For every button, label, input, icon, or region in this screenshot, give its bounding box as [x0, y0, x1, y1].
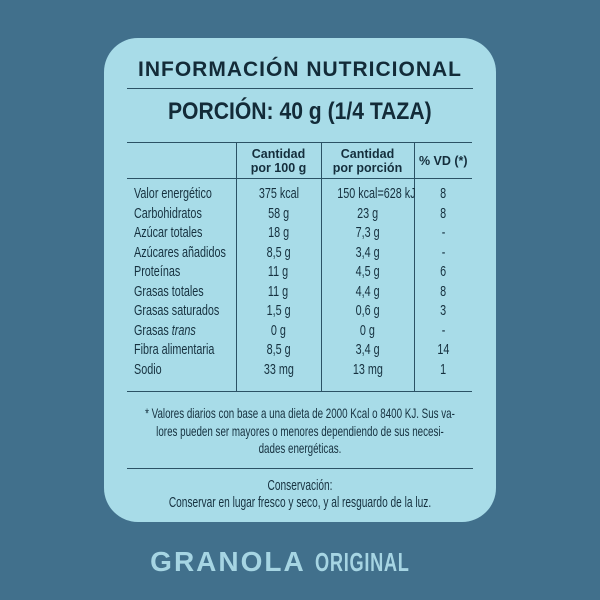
- nutrient-label: Grasas saturados: [134, 302, 220, 319]
- column-header-empty: [127, 142, 236, 179]
- nutrient-label: Valor energético: [134, 185, 212, 202]
- nutrient-label: Grasas trans: [134, 321, 196, 339]
- value-per-100g: 18 g: [267, 224, 290, 241]
- vd-value: 1: [440, 360, 447, 378]
- nutrition-table-body: Valor energético 375 kcal 150 kcal=628 kJ 8…: [127, 178, 472, 392]
- value-per-100g: 58 g: [267, 204, 290, 222]
- nutrition-title: INFORMACIÓN NUTRICIONAL: [138, 58, 462, 81]
- vd-value: -: [441, 224, 446, 241]
- vd-value: 8: [440, 204, 447, 222]
- value-per-100g: 0 g: [270, 321, 287, 339]
- conservation-block: Conservación: Conservar en lugar fresco …: [118, 478, 482, 513]
- nutrition-table: Cantidad por 100 g Cantidad por porción …: [127, 142, 472, 392]
- brand-variant: ORIGINAL: [314, 547, 410, 577]
- conservation-title: Conservación:: [267, 477, 333, 494]
- table-row: Grasas saturados 1,5 g 0,6 g 3: [127, 301, 472, 321]
- vd-value: -: [441, 243, 446, 261]
- nutrient-label: Carbohidratos: [134, 204, 202, 222]
- value-per-100g: 1,5 g: [266, 302, 291, 319]
- vd-value: 14: [437, 341, 450, 358]
- nutrient-label: Sodio: [134, 360, 162, 378]
- value-per-portion: 3,4 g: [355, 243, 380, 261]
- nutrient-label: Fibra alimentaria: [134, 341, 215, 358]
- vd-value: 8: [440, 282, 447, 300]
- nutrient-label: Grasas totales: [134, 282, 204, 300]
- value-per-portion: 23 g: [356, 204, 379, 222]
- table-row: Proteínas 11 g 4,5 g 6: [127, 262, 472, 282]
- value-per-portion: 0 g: [359, 321, 376, 339]
- value-per-portion: 4,4 g: [355, 282, 380, 300]
- value-per-100g: 11 g: [268, 282, 289, 300]
- table-row: Azúcar totales 18 g 7,3 g -: [127, 223, 472, 243]
- value-per-100g: 375 kcal: [258, 185, 299, 202]
- column-header-per-portion: Cantidad por porción: [320, 142, 414, 179]
- daily-values-footnote: * Valores diarios con base a una dieta d…: [145, 405, 455, 456]
- vd-value: 6: [440, 263, 447, 280]
- value-per-portion: 13 mg: [352, 360, 383, 378]
- conservation-text: Conservar en lugar fresco y seco, y al r…: [168, 495, 432, 511]
- vd-value: 8: [440, 185, 447, 202]
- nutrition-label-card: INFORMACIÓN NUTRICIONAL PORCIÓN: 40 g (1…: [104, 38, 496, 522]
- divider-under-title: [127, 88, 473, 89]
- value-per-100g: 11 g: [268, 263, 289, 280]
- nutrient-label: Azúcar totales: [134, 224, 203, 241]
- portion-text: PORCIÓN: 40 g (1/4 TAZA): [168, 98, 432, 125]
- brand-line: GRANOLA ORIGINAL: [0, 546, 600, 578]
- value-per-portion: 4,5 g: [355, 263, 380, 280]
- column-header-per-100g: Cantidad por 100 g: [235, 142, 321, 179]
- column-header-vd: % VD (*): [413, 142, 472, 179]
- table-header-row: Cantidad por 100 g Cantidad por porción …: [127, 142, 472, 179]
- value-per-portion: 150 kcal=628 kJ: [336, 185, 416, 202]
- vd-value: -: [441, 321, 446, 339]
- value-per-100g: 8,5 g: [266, 243, 291, 261]
- vd-value: 3: [440, 302, 447, 319]
- nutrient-label: Proteínas: [134, 263, 181, 280]
- value-per-portion: 3,4 g: [355, 341, 380, 358]
- table-row: Fibra alimentaria 8,5 g 3,4 g 14: [127, 340, 472, 360]
- table-row: Azúcares añadidos 8,5 g 3,4 g -: [127, 242, 472, 262]
- table-row: Sodio 33 mg 13 mg 1: [127, 359, 472, 392]
- divider-above-conservation: [127, 467, 473, 469]
- brand-name: GRANOLA: [150, 546, 306, 577]
- table-row: Carbohidratos 58 g 23 g 8: [127, 203, 472, 223]
- nutrient-label: Azúcares añadidos: [134, 243, 226, 261]
- value-per-100g: 33 mg: [263, 360, 294, 378]
- portion-row: PORCIÓN: 40 g (1/4 TAZA): [104, 98, 496, 126]
- value-per-100g: 8,5 g: [266, 341, 291, 358]
- table-row: Grasas trans 0 g 0 g -: [127, 320, 472, 340]
- table-row: Valor energético 375 kcal 150 kcal=628 kJ 8: [127, 178, 472, 204]
- value-per-portion: 0,6 g: [355, 302, 380, 319]
- table-row: Grasas totales 11 g 4,4 g 8: [127, 281, 472, 301]
- value-per-portion: 7,3 g: [355, 224, 380, 241]
